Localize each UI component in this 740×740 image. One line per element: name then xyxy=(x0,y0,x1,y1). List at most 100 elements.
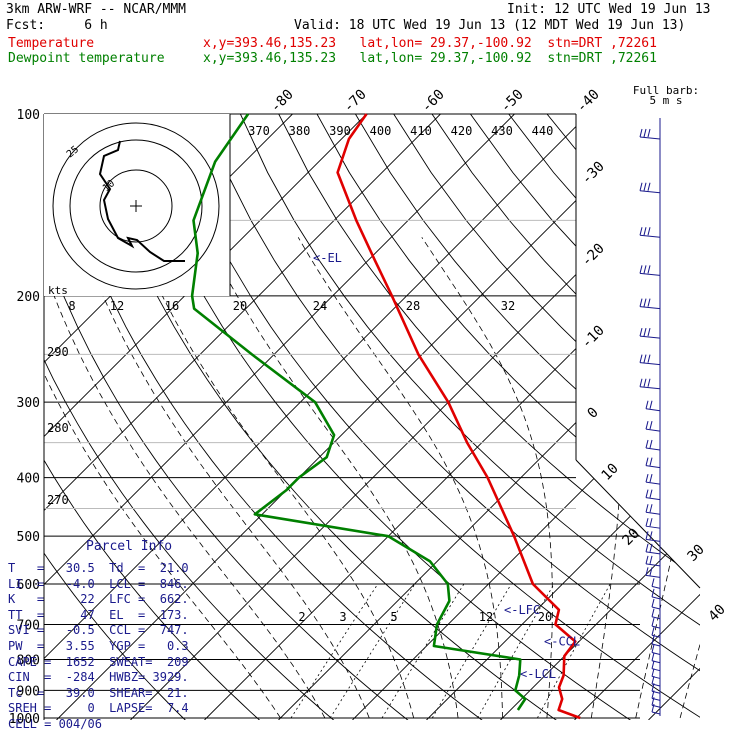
plot-cut-border xyxy=(575,459,701,589)
isotherm-line xyxy=(44,114,589,720)
dry-adiabat-line xyxy=(239,114,700,720)
theta-label: 380 xyxy=(289,124,311,138)
dewpoint-location: x,y=393.46,135.23 lat,lon= 29.37,-100.92… xyxy=(203,51,657,66)
wind-barb-flag xyxy=(651,635,655,645)
wind-barb-flag xyxy=(645,543,649,553)
wind-barb-flag xyxy=(649,518,653,527)
dry-adiabat-line xyxy=(201,114,700,720)
dry-adiabat-line xyxy=(44,114,422,720)
wind-barb-flag xyxy=(651,660,655,669)
pressure-tick-label: 400 xyxy=(17,472,40,487)
wind-barb-flag xyxy=(651,652,655,661)
wind-barb xyxy=(651,616,661,620)
wind-barb-flag xyxy=(643,354,647,363)
theta-label: 290 xyxy=(47,345,69,359)
forecast-hour: Fcst: 6 h xyxy=(6,18,108,33)
hodograph-speed-label: 12 xyxy=(110,299,124,313)
wind-barb-flag xyxy=(639,328,643,337)
profiles xyxy=(190,113,581,720)
wind-barb-flag xyxy=(651,598,655,608)
hodograph-units-label: kts xyxy=(48,284,68,297)
wind-barb-flag xyxy=(645,439,649,449)
wind-barb-flag xyxy=(647,265,651,274)
theta-label: 270 xyxy=(47,493,69,507)
dry-adiabat-line xyxy=(585,114,700,720)
wind-barb xyxy=(645,538,661,542)
barb-legend-label: Full barb: xyxy=(633,84,699,97)
wind-barb xyxy=(651,606,661,610)
wind-barb-flag xyxy=(643,182,647,191)
temperature-tick-label: 40 xyxy=(706,602,729,625)
wind-barb-flag xyxy=(649,567,653,576)
theta-label: 400 xyxy=(370,124,392,138)
wind-barb-flag xyxy=(645,555,649,565)
wind-barb-flag xyxy=(649,474,653,483)
temperature-tick-label: 10 xyxy=(599,461,622,484)
model-title: 3km ARW-WRF -- NCAR/MMM xyxy=(6,2,187,17)
dry-adiabat-line xyxy=(431,114,700,720)
dry-adiabat-line xyxy=(355,114,700,720)
parcel-info-row: CELL = 004/06 xyxy=(8,717,102,731)
wind-barb xyxy=(645,447,661,451)
wind-barb-flag xyxy=(647,354,651,363)
wind-barb-flag xyxy=(647,378,651,387)
hodograph-ring xyxy=(99,169,173,243)
temperature-legend: Temperature xyxy=(8,36,95,51)
hodograph-ring xyxy=(69,139,203,273)
wind-barb-flag xyxy=(651,578,655,587)
moist-adiabat-line xyxy=(635,237,700,719)
wind-barb xyxy=(645,574,661,578)
wind-barb xyxy=(651,668,661,672)
isotherm-line xyxy=(44,114,367,720)
wind-barb xyxy=(639,362,661,366)
parcel-info-row: TT = 47 EL = 173. xyxy=(8,607,189,622)
wind-barb xyxy=(651,585,661,589)
wind-barb-flag xyxy=(649,555,653,565)
wind-barb xyxy=(651,625,661,629)
temperature-tick-label: -60 xyxy=(419,87,448,116)
temperature-tick-label: -20 xyxy=(579,241,608,270)
wind-barb-flag xyxy=(651,697,655,706)
pressure-tick-label: 800 xyxy=(17,653,40,668)
wind-barb xyxy=(639,272,661,276)
isotherm-line xyxy=(723,114,740,720)
moist-adiabat-line xyxy=(577,237,622,719)
wind-barb-flag xyxy=(645,504,649,513)
dry-adiabat-line xyxy=(44,114,197,720)
temperature-tick-label: -70 xyxy=(341,87,370,116)
pressure-tick-label: 1000 xyxy=(9,712,40,727)
wind-barb xyxy=(645,525,661,529)
init-time: Init: 12 UTC Wed 19 Jun 13 xyxy=(507,2,711,17)
parcel-info-row: Tc = 39.0 SHEAR= 21. xyxy=(8,685,189,700)
parcel-info-title: Parcel Info xyxy=(86,539,173,554)
temperature-tick-label: -10 xyxy=(579,323,608,352)
hodograph-speed-label: 16 xyxy=(165,299,179,313)
wind-barb-flag xyxy=(643,128,647,138)
wind-barb-flag xyxy=(645,531,649,540)
wind-barb-flag xyxy=(651,703,655,713)
wind-barb-flag xyxy=(647,227,651,236)
wind-barb xyxy=(639,234,661,238)
theta-label: 410 xyxy=(410,124,432,138)
temperature-tick-label: 30 xyxy=(685,542,708,565)
wind-barb-flag xyxy=(651,608,655,617)
wind-barb-flag xyxy=(647,128,651,138)
temperature-location: x,y=393.46,135.23 lat,lon= 29.37,-100.92… xyxy=(203,36,657,51)
isotherm-line xyxy=(426,114,700,720)
isotherm-line xyxy=(574,114,700,720)
mixing-ratio-label: 5 xyxy=(390,610,397,624)
wind-barb-flag xyxy=(651,690,655,699)
hodograph-speed-label: 24 xyxy=(313,299,327,313)
wind-barb-flag xyxy=(643,378,647,387)
dry-adiabat-line xyxy=(163,114,700,720)
wind-barb-flag xyxy=(649,531,653,540)
wind-barb xyxy=(645,497,661,501)
theta-label: 370 xyxy=(248,124,270,138)
wind-barb xyxy=(645,428,661,432)
wind-barb xyxy=(651,711,661,715)
mixing-ratio-line xyxy=(290,583,379,719)
wind-barb xyxy=(639,335,661,339)
wind-barb xyxy=(639,386,661,390)
